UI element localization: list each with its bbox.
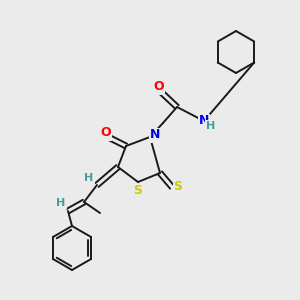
Text: N: N bbox=[150, 128, 160, 142]
Text: S: S bbox=[173, 181, 182, 194]
Text: S: S bbox=[134, 184, 142, 196]
Text: O: O bbox=[101, 127, 111, 140]
Text: N: N bbox=[199, 115, 209, 128]
Text: H: H bbox=[56, 198, 66, 208]
Text: H: H bbox=[84, 173, 94, 183]
Text: O: O bbox=[154, 80, 164, 94]
Text: H: H bbox=[206, 121, 216, 131]
